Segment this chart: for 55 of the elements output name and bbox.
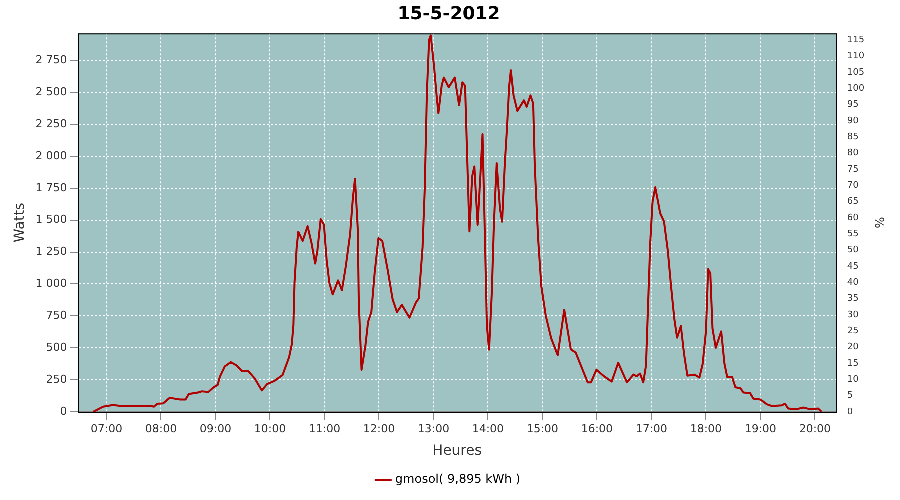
y2-tick-label: 20 bbox=[847, 342, 860, 353]
y-tick-label: 1 750 bbox=[36, 181, 68, 194]
y2-tick-label: 100 bbox=[847, 84, 865, 94]
x-tick-label: 07:00 bbox=[90, 422, 123, 436]
y2-tick-label: 10 bbox=[847, 375, 860, 385]
y2-tick-label: 55 bbox=[847, 229, 859, 240]
y-tick-label: 2 250 bbox=[36, 117, 68, 130]
y2-tick-label: 85 bbox=[847, 132, 859, 142]
y-tick-label: 1 000 bbox=[36, 277, 68, 290]
y-tick-label: 2 000 bbox=[36, 149, 68, 162]
y2-tick-label: 30 bbox=[847, 310, 860, 320]
y2-tick-label: 35 bbox=[847, 294, 859, 304]
x-axis-title: Heures bbox=[432, 443, 482, 460]
y2-tick-label: 15 bbox=[847, 358, 859, 369]
y2-tick-label: 50 bbox=[847, 246, 860, 256]
y2-tick-label: 105 bbox=[847, 68, 865, 78]
x-tick-label: 08:00 bbox=[145, 422, 178, 436]
y-tick-label: 0 bbox=[60, 404, 68, 418]
y2-tick-label: 5 bbox=[847, 391, 854, 402]
legend-label: gmosol( 9,895 kWh ) bbox=[395, 472, 521, 486]
x-tick-label: 14:00 bbox=[472, 422, 504, 436]
y-tick-label: 1 500 bbox=[36, 213, 68, 226]
x-tick-label: 09:00 bbox=[200, 422, 232, 436]
y-tick-label: 750 bbox=[46, 309, 68, 322]
y2-tick-label: 115 bbox=[847, 35, 865, 46]
y2-tick-label: 95 bbox=[847, 100, 859, 110]
x-tick-label: 20:00 bbox=[799, 422, 832, 436]
y2-tick-label: 110 bbox=[847, 52, 865, 62]
y2-tick-label: 70 bbox=[847, 180, 860, 191]
x-tick-label: 13:00 bbox=[418, 422, 450, 436]
x-tick-label: 10:00 bbox=[254, 422, 286, 436]
y2-axis-title: % bbox=[872, 217, 887, 229]
y-tick-label: 1 250 bbox=[36, 245, 68, 258]
chart-title: 15-5-2012 bbox=[398, 3, 500, 24]
x-tick-label: 16:00 bbox=[581, 422, 614, 436]
y-tick-label: 2 750 bbox=[36, 54, 68, 67]
y2-tick-label: 25 bbox=[847, 326, 859, 336]
y2-tick-label: 0 bbox=[847, 407, 854, 418]
y2-tick-label: 40 bbox=[847, 278, 860, 288]
y2-tick-label: 75 bbox=[847, 164, 859, 175]
y2-tick-label: 60 bbox=[847, 213, 860, 224]
x-tick-label: 18:00 bbox=[690, 422, 722, 436]
y-tick-label: 250 bbox=[46, 372, 68, 386]
y2-tick-label: 65 bbox=[847, 197, 859, 208]
y2-tick-label: 90 bbox=[847, 116, 860, 126]
y2-tick-label: 45 bbox=[847, 262, 859, 272]
x-tick-label: 12:00 bbox=[363, 422, 396, 436]
x-tick-label: 17:00 bbox=[636, 422, 668, 436]
y2-tick-label: 80 bbox=[847, 148, 860, 159]
x-tick-label: 11:00 bbox=[308, 422, 341, 436]
x-tick-label: 19:00 bbox=[744, 422, 777, 436]
y-axis-title: Watts bbox=[12, 202, 28, 243]
y-tick-label: 2 500 bbox=[36, 85, 68, 98]
x-tick-label: 15:00 bbox=[526, 422, 559, 436]
y-tick-label: 500 bbox=[46, 340, 68, 354]
